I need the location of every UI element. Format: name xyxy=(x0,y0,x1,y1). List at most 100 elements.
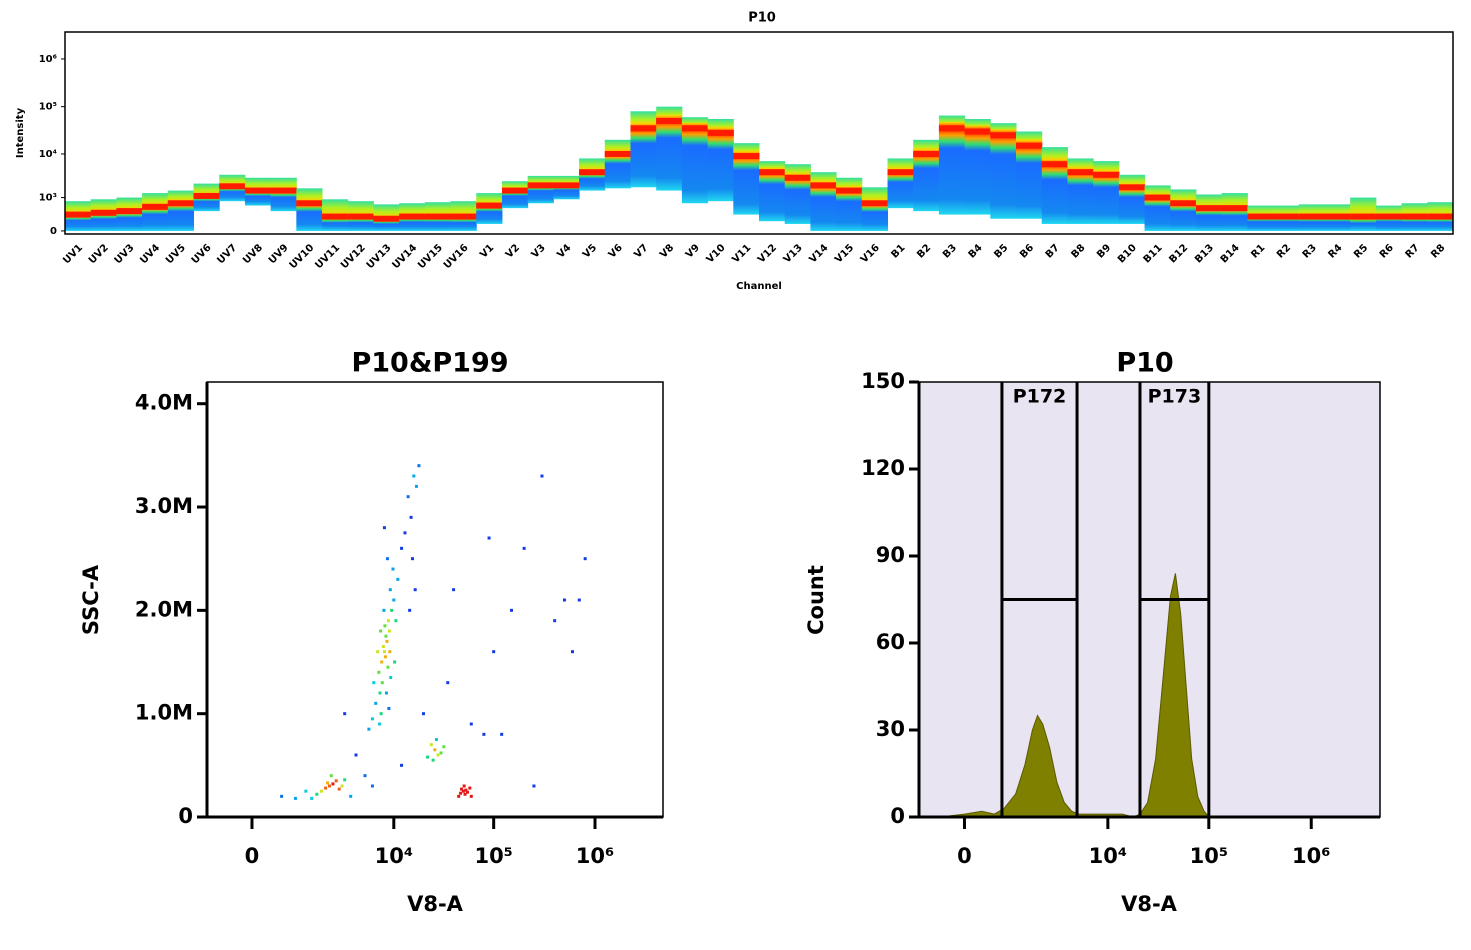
channel-median xyxy=(296,200,323,207)
channel-median xyxy=(244,187,272,194)
channel-median xyxy=(1067,169,1094,176)
event-dot xyxy=(562,598,566,602)
x-tick-label: R6 xyxy=(1378,242,1396,260)
y-tick-label: 0 xyxy=(50,226,57,237)
x-tick-label: V9 xyxy=(684,242,702,260)
plot-frame xyxy=(206,381,664,818)
channel-median xyxy=(1350,213,1377,220)
event-dot xyxy=(392,598,396,602)
y-tick-label: 60 xyxy=(876,630,905,654)
x-tick-label: V3 xyxy=(530,242,548,260)
x-tick-label: V2 xyxy=(504,242,522,260)
event-dot xyxy=(457,794,461,798)
event-dot xyxy=(315,792,319,796)
event-dot xyxy=(324,786,328,790)
channel-median xyxy=(1247,213,1274,220)
event-dot xyxy=(343,778,347,782)
x-tick-label: R7 xyxy=(1404,242,1422,260)
x-tick-label: V10 xyxy=(705,242,728,265)
channel-median xyxy=(347,213,374,220)
event-dot xyxy=(434,738,438,742)
channel-median xyxy=(476,202,503,209)
channel-median xyxy=(90,209,117,216)
event-dot xyxy=(384,691,388,695)
gate-label: P172 xyxy=(1013,386,1067,408)
channel-median xyxy=(322,213,349,220)
x-tick-label: V6 xyxy=(607,242,625,260)
channel-envelope xyxy=(1067,158,1094,224)
channel-median xyxy=(373,215,400,222)
channel-median xyxy=(1324,213,1351,220)
channel-envelope xyxy=(861,187,889,231)
channel-median xyxy=(938,125,966,132)
x-tick-label: 10⁶ xyxy=(576,844,614,868)
x-tick-label: R1 xyxy=(1249,242,1267,260)
channel-envelope xyxy=(1195,194,1223,231)
channel-envelope xyxy=(964,119,991,215)
channel-median xyxy=(1118,184,1146,191)
event-dot xyxy=(390,608,394,612)
channel-median xyxy=(501,187,529,194)
channel-envelope xyxy=(630,111,657,188)
event-dot xyxy=(414,484,418,488)
channel-median xyxy=(656,117,683,124)
channel-median xyxy=(836,187,863,194)
event-dot xyxy=(400,546,404,550)
channel-envelope xyxy=(1041,147,1068,224)
event-dot xyxy=(370,717,374,721)
event-dot xyxy=(394,619,398,623)
x-tick-label: B11 xyxy=(1142,242,1165,265)
x-tick-label: B2 xyxy=(915,242,933,260)
channel-median xyxy=(784,174,811,181)
event-dot xyxy=(388,588,392,592)
x-tick-label: UV15 xyxy=(416,242,445,271)
event-dot xyxy=(426,755,430,759)
event-dot xyxy=(382,650,386,654)
event-dot xyxy=(500,732,504,736)
channel-median xyxy=(1221,205,1248,212)
event-dot xyxy=(463,792,467,796)
event-dot xyxy=(280,794,284,798)
event-dot xyxy=(340,784,344,788)
gate-label: P173 xyxy=(1148,386,1202,408)
x-tick-label: B14 xyxy=(1219,242,1242,265)
x-tick-label: B8 xyxy=(1069,242,1087,260)
spectrum-y-label: Intensity xyxy=(15,107,26,158)
event-dot xyxy=(482,732,486,736)
scatter-title: P10&P199 xyxy=(351,348,508,379)
x-tick-label: B3 xyxy=(941,242,959,260)
channel-median xyxy=(1375,213,1403,220)
channel-envelope xyxy=(681,117,709,204)
event-dot xyxy=(408,608,412,612)
event-dot xyxy=(379,629,383,633)
event-dot xyxy=(387,629,391,633)
event-dot xyxy=(577,598,581,602)
channel-median xyxy=(219,183,246,190)
event-dot xyxy=(388,650,392,654)
x-tick-label: B13 xyxy=(1193,242,1216,265)
event-dot xyxy=(377,722,381,726)
x-tick-label: 0 xyxy=(957,844,972,868)
channel-median xyxy=(116,208,143,215)
channel-envelope xyxy=(142,193,169,231)
event-dot xyxy=(487,536,491,540)
channel-median xyxy=(810,182,837,189)
x-tick-label: UV5 xyxy=(164,242,188,266)
event-dot xyxy=(383,655,387,659)
event-dot xyxy=(391,567,395,571)
x-tick-label: B12 xyxy=(1167,242,1190,265)
channel-envelope xyxy=(810,172,837,231)
event-dot xyxy=(304,789,308,793)
y-tick-label: 10⁴ xyxy=(39,149,57,160)
x-tick-label: B9 xyxy=(1095,242,1113,260)
channel-envelope xyxy=(1144,185,1171,231)
channel-envelope xyxy=(167,190,195,231)
x-tick-label: B7 xyxy=(1044,242,1062,260)
event-dot xyxy=(431,758,435,762)
event-dot xyxy=(310,796,314,800)
y-tick-label: 150 xyxy=(861,369,905,393)
x-tick-label: R3 xyxy=(1301,242,1319,260)
channel-envelope xyxy=(887,158,914,209)
event-dot xyxy=(380,660,384,664)
